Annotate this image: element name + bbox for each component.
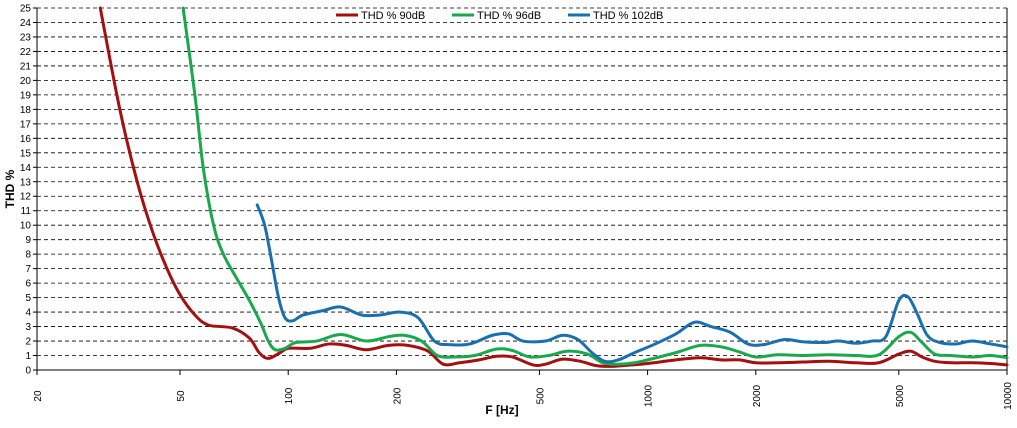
- legend-label: THD % 102dB: [593, 10, 663, 22]
- legend-label: THD % 90dB: [361, 10, 425, 22]
- series-line-1: [98, 6, 1009, 368]
- y-tick-label: 18: [20, 105, 32, 116]
- y-tick-labels: 0123456789101112131415161718192021222324…: [20, 4, 32, 377]
- y-tick-label: 11: [21, 206, 32, 217]
- y-tick-label: 6: [25, 279, 31, 290]
- series-line-3: [255, 203, 1009, 364]
- y-tick-label: 21: [20, 61, 32, 72]
- y-tick-label: 19: [20, 90, 32, 101]
- y-tick-label: 3: [25, 322, 31, 333]
- legend: THD % 90dB THD % 96dB THD % 102dB: [336, 10, 663, 22]
- x-tick-label: 10000: [1003, 382, 1014, 410]
- y-tick-label: 17: [20, 119, 32, 130]
- grid-lines: [37, 7, 1007, 356]
- x-tick-label: 20: [33, 390, 44, 402]
- y-tick-label: 15: [20, 148, 32, 159]
- x-tick-label: 1000: [644, 384, 655, 407]
- x-tick-label: 200: [392, 387, 403, 404]
- y-tick-label: 2: [25, 337, 31, 348]
- y-axis-title: THD %: [3, 169, 17, 208]
- y-tick-label: 10: [20, 221, 32, 232]
- y-tick-label: 9: [25, 235, 31, 246]
- x-axis-title: F [Hz]: [485, 403, 518, 417]
- x-tick-label: 100: [284, 387, 295, 404]
- axes: [33, 7, 1008, 375]
- y-tick-label: 14: [20, 163, 32, 174]
- y-tick-label: 5: [25, 293, 31, 304]
- y-tick-label: 20: [20, 76, 32, 87]
- x-tick-label: 50: [176, 390, 187, 402]
- y-tick-label: 23: [20, 32, 32, 43]
- series-line-2: [181, 6, 1009, 366]
- y-tick-label: 4: [25, 308, 31, 319]
- x-tick-label: 500: [535, 387, 546, 404]
- y-tick-label: 22: [20, 47, 32, 58]
- x-tick-label: 2000: [752, 384, 763, 407]
- legend-label: THD % 96dB: [477, 10, 541, 22]
- series-lines: [98, 6, 1009, 368]
- y-tick-label: 0: [25, 366, 31, 377]
- y-tick-label: 13: [20, 177, 32, 188]
- y-tick-label: 24: [20, 18, 32, 29]
- y-tick-label: 1: [25, 351, 31, 362]
- y-tick-label: 7: [25, 264, 31, 275]
- x-tick-labels: 20 50 100 200 500 1000 2000 5000 10000: [33, 382, 1014, 410]
- y-tick-label: 25: [20, 4, 32, 15]
- y-tick-label: 8: [25, 250, 31, 261]
- x-tick-label: 5000: [895, 384, 906, 407]
- y-tick-label: 12: [20, 192, 32, 203]
- y-tick-label: 16: [20, 134, 32, 145]
